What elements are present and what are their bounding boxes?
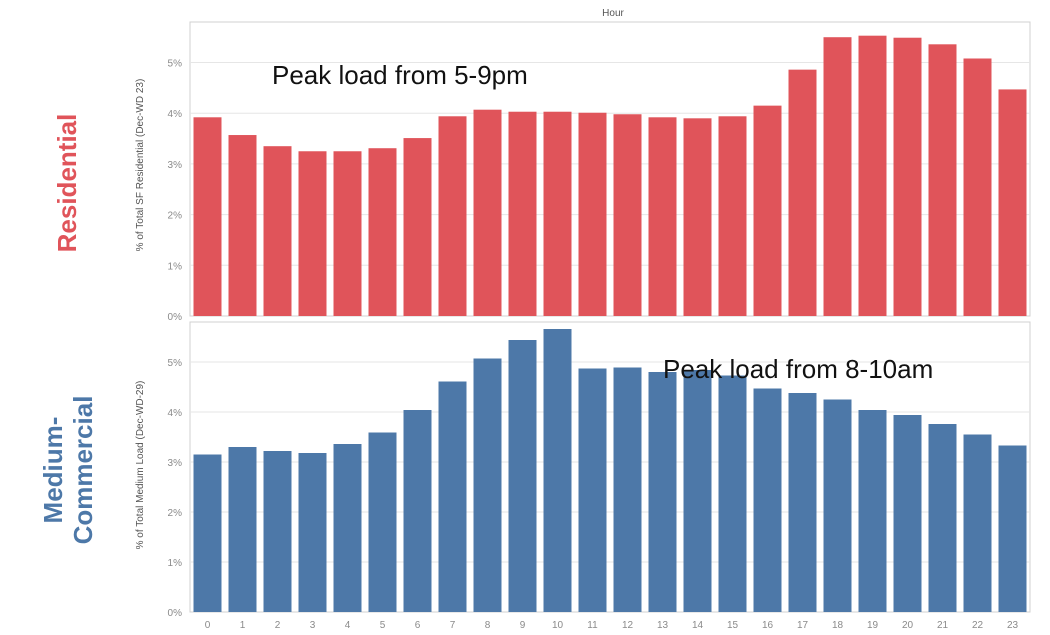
residential-bar-11 <box>579 113 607 316</box>
residential-bar-20 <box>894 38 922 316</box>
residential-row-label: Residential <box>52 114 82 253</box>
x-tick-label-15: 15 <box>727 620 739 631</box>
residential-bar-10 <box>544 112 572 316</box>
x-tick-label-11: 11 <box>587 620 598 631</box>
residential-y-axis-title: % of Total SF Residential (Dec-WD 23) <box>135 79 146 252</box>
x-tick-label-0: 0 <box>205 620 211 631</box>
x-tick-label-22: 22 <box>972 620 984 631</box>
residential-bar-21 <box>929 44 957 316</box>
x-tick-label-20: 20 <box>902 620 914 631</box>
commercial-bar-1 <box>229 447 257 612</box>
commercial-bar-13 <box>649 372 677 612</box>
residential-bar-23 <box>999 89 1027 316</box>
x-tick-label-10: 10 <box>552 620 564 631</box>
commercial-peak-annotation: Peak load from 8-10am <box>663 354 933 384</box>
x-tick-label-4: 4 <box>345 620 351 631</box>
residential-bar-1 <box>229 135 257 316</box>
commercial-bar-7 <box>439 382 467 613</box>
residential-y-tick-label: 1% <box>168 261 183 272</box>
residential-bar-14 <box>684 118 712 316</box>
x-tick-label-7: 7 <box>450 620 456 631</box>
commercial-bar-22 <box>964 435 992 613</box>
commercial-row-label-line-1: Medium- <box>38 417 68 524</box>
residential-bar-13 <box>649 117 677 316</box>
x-tick-label-9: 9 <box>520 620 526 631</box>
commercial-y-tick-label: 3% <box>168 458 183 469</box>
commercial-bar-0 <box>194 455 222 613</box>
residential-bar-18 <box>824 37 852 316</box>
commercial-bar-5 <box>369 433 397 613</box>
residential-peak-annotation: Peak load from 5-9pm <box>272 60 528 90</box>
commercial-y-tick-label: 5% <box>168 358 183 369</box>
x-tick-label-14: 14 <box>692 620 704 631</box>
residential-bar-3 <box>299 151 327 316</box>
commercial-bar-17 <box>789 393 817 612</box>
commercial-y-axis-title: % of Total Medium Load (Dec-WD-29) <box>135 381 146 550</box>
commercial-bar-2 <box>264 451 292 612</box>
residential-bar-22 <box>964 58 992 316</box>
commercial-bar-6 <box>404 410 432 612</box>
commercial-bar-21 <box>929 424 957 612</box>
residential-bar-12 <box>614 114 642 316</box>
commercial-y-tick-label: 1% <box>168 558 183 569</box>
chart-title: Hour <box>602 8 624 19</box>
residential-bar-6 <box>404 138 432 316</box>
residential-y-tick-label: 2% <box>168 211 183 222</box>
x-tick-label-6: 6 <box>415 620 421 631</box>
residential-bar-8 <box>474 110 502 316</box>
commercial-bar-9 <box>509 340 537 612</box>
residential-y-tick-label: 5% <box>168 59 183 70</box>
residential-y-tick-label: 3% <box>168 160 183 171</box>
x-tick-label-5: 5 <box>380 620 386 631</box>
commercial-bar-20 <box>894 415 922 612</box>
residential-bar-16 <box>754 106 782 316</box>
commercial-bar-10 <box>544 329 572 612</box>
commercial-bar-23 <box>999 446 1027 613</box>
x-tick-label-12: 12 <box>622 620 634 631</box>
commercial-bar-16 <box>754 389 782 613</box>
commercial-bar-14 <box>684 370 712 612</box>
x-tick-label-18: 18 <box>832 620 844 631</box>
x-tick-label-8: 8 <box>485 620 491 631</box>
residential-bar-17 <box>789 70 817 316</box>
commercial-bar-8 <box>474 359 502 613</box>
commercial-bar-18 <box>824 400 852 613</box>
commercial-bar-15 <box>719 376 747 613</box>
residential-y-tick-label: 4% <box>168 109 183 120</box>
commercial-row-label: Medium- Commercial <box>38 396 98 545</box>
residential-y-tick-label: 0% <box>168 312 183 323</box>
residential-bar-9 <box>509 112 537 316</box>
commercial-bar-11 <box>579 369 607 613</box>
residential-bar-15 <box>719 116 747 316</box>
residential-bar-4 <box>334 151 362 316</box>
residential-bar-7 <box>439 116 467 316</box>
x-tick-label-21: 21 <box>937 620 949 631</box>
residential-bar-2 <box>264 146 292 316</box>
residential-bar-0 <box>194 117 222 316</box>
x-tick-label-16: 16 <box>762 620 774 631</box>
commercial-y-tick-label: 0% <box>168 608 183 619</box>
commercial-y-tick-label: 2% <box>168 508 183 519</box>
x-tick-label-1: 1 <box>240 620 246 631</box>
residential-bar-19 <box>859 36 887 316</box>
residential-bar-5 <box>369 148 397 316</box>
commercial-row-label-line-2: Commercial <box>68 396 98 545</box>
x-tick-label-23: 23 <box>1007 620 1019 631</box>
commercial-bar-19 <box>859 410 887 612</box>
x-tick-label-17: 17 <box>797 620 809 631</box>
commercial-bar-12 <box>614 368 642 613</box>
x-tick-label-3: 3 <box>310 620 316 631</box>
x-tick-label-19: 19 <box>867 620 879 631</box>
commercial-y-tick-label: 4% <box>168 408 183 419</box>
x-tick-label-2: 2 <box>275 620 281 631</box>
commercial-bar-3 <box>299 453 327 612</box>
x-tick-label-13: 13 <box>657 620 669 631</box>
commercial-bar-4 <box>334 444 362 612</box>
